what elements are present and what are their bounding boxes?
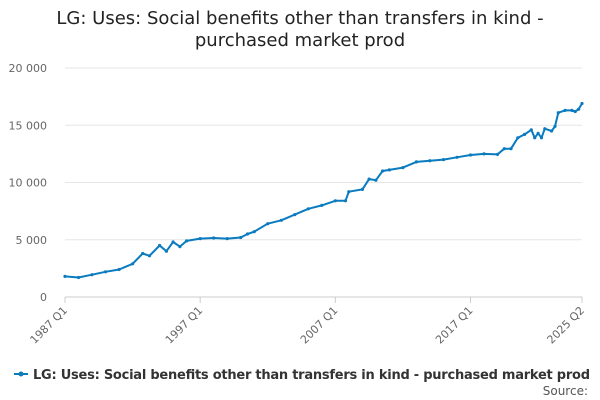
data-point — [212, 236, 216, 240]
data-point — [141, 251, 145, 256]
data-point — [306, 207, 310, 211]
data-point — [523, 132, 527, 136]
data-point — [171, 240, 175, 244]
data-point — [553, 124, 557, 128]
data-point — [320, 203, 324, 207]
data-point — [455, 155, 459, 159]
data-point — [279, 218, 283, 222]
data-point — [401, 166, 405, 170]
data-point — [374, 178, 378, 182]
data-point — [117, 267, 121, 272]
data-point — [387, 168, 391, 172]
data-point — [529, 128, 533, 132]
data-point — [76, 275, 81, 280]
data-point — [495, 152, 500, 156]
chart-title-line: purchased market prod — [195, 30, 405, 51]
data-point — [539, 136, 544, 140]
x-tick-label: 2025 Q2 — [545, 304, 588, 347]
data-point — [482, 152, 486, 156]
data-point — [293, 213, 297, 217]
data-point — [225, 237, 229, 241]
data-point — [158, 243, 162, 248]
x-tick-label: 2007 Q1 — [298, 304, 341, 347]
y-tick-label: 20 000 — [9, 62, 48, 75]
data-point — [414, 160, 418, 164]
data-point — [381, 169, 385, 173]
x-tick-label: 1997 Q1 — [163, 304, 206, 347]
y-axis: 0 5 000 10 000 15 000 20 000 — [9, 62, 48, 304]
y-tick-label: 0 — [40, 291, 47, 304]
source-label: Source: — [543, 384, 588, 398]
gridlines — [65, 67, 582, 298]
legend[interactable]: LG: Uses: Social benefits other than tra… — [14, 368, 590, 383]
data-point — [580, 101, 584, 106]
data-point — [164, 249, 168, 253]
series-area — [63, 101, 584, 280]
x-tick-label: 1987 Q1 — [28, 304, 71, 347]
data-point — [367, 177, 371, 181]
data-point — [239, 235, 243, 240]
data-point — [185, 239, 189, 243]
data-point — [577, 107, 581, 111]
data-point — [198, 237, 202, 241]
data-point — [509, 147, 513, 151]
data-point — [343, 199, 348, 203]
data-point — [347, 190, 351, 194]
series-line — [64, 102, 583, 279]
data-point — [178, 245, 182, 249]
y-tick-label: 15 000 — [9, 119, 48, 132]
data-point — [131, 262, 135, 266]
data-point — [252, 230, 256, 234]
legend-swatch-marker — [18, 371, 24, 377]
data-point — [573, 109, 577, 114]
y-tick-label: 10 000 — [9, 177, 48, 190]
data-point — [468, 153, 473, 157]
data-point — [360, 187, 364, 191]
chart-title: LG: Uses: Social benefits other than tra… — [56, 8, 543, 51]
legend-label: LG: Uses: Social benefits other than tra… — [33, 368, 590, 383]
data-point — [536, 131, 540, 135]
y-tick-label: 5 000 — [16, 234, 48, 247]
x-axis: 1987 Q1 1997 Q1 2007 Q1 2017 Q1 2025 Q2 — [28, 296, 588, 347]
data-point — [147, 254, 152, 258]
data-point — [543, 127, 547, 131]
data-point — [333, 199, 337, 203]
data-point — [103, 270, 108, 274]
data-point — [502, 147, 506, 151]
data-point — [441, 158, 446, 162]
x-tick-label: 2017 Q1 — [433, 304, 476, 347]
data-point — [245, 232, 250, 236]
data-point — [533, 136, 537, 140]
chart-title-line: LG: Uses: Social benefits other than tra… — [56, 8, 543, 29]
data-point — [266, 222, 270, 226]
data-point — [556, 111, 560, 115]
data-point — [570, 108, 574, 112]
data-point — [516, 136, 520, 140]
data-point — [63, 274, 67, 278]
data-point — [563, 108, 567, 112]
data-point — [428, 159, 432, 163]
data-point — [90, 273, 94, 277]
data-point — [550, 129, 554, 133]
